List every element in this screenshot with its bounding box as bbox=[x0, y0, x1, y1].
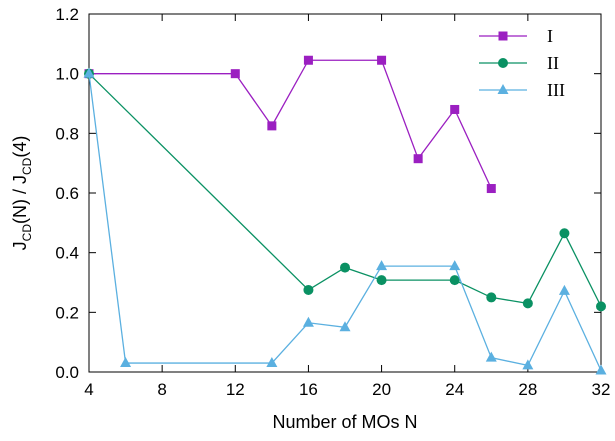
data-point bbox=[450, 104, 460, 114]
series-III bbox=[83, 67, 607, 375]
legend-marker bbox=[497, 84, 509, 94]
data-point bbox=[413, 154, 423, 164]
y-title-main: J bbox=[10, 241, 30, 250]
y-title-mid: (N) / J bbox=[10, 175, 30, 224]
y-tick-label: 0.2 bbox=[55, 303, 79, 322]
y-tick-label: 0.6 bbox=[55, 184, 79, 203]
data-point bbox=[486, 184, 496, 194]
y-title-sub2: CD bbox=[20, 157, 34, 175]
data-point bbox=[267, 121, 277, 131]
axis-ticks bbox=[88, 13, 602, 373]
data-point bbox=[558, 284, 570, 295]
legend-label: III bbox=[547, 80, 565, 100]
data-point bbox=[302, 316, 314, 327]
data-point bbox=[376, 260, 388, 271]
data-point bbox=[486, 292, 497, 303]
series-II bbox=[84, 68, 606, 312]
data-point bbox=[449, 275, 460, 286]
y-tick-label: 0.4 bbox=[55, 244, 79, 263]
data-point bbox=[559, 228, 570, 239]
data-point bbox=[596, 301, 606, 312]
data-point bbox=[266, 357, 278, 368]
legend-label: I bbox=[547, 26, 553, 46]
data-point bbox=[303, 55, 313, 65]
data-point bbox=[522, 359, 534, 370]
data-point bbox=[120, 357, 132, 368]
data-point bbox=[303, 284, 314, 295]
x-tick-label: 16 bbox=[299, 380, 318, 399]
y-tick-label: 0.8 bbox=[55, 124, 79, 143]
data-point bbox=[595, 364, 607, 375]
data-point bbox=[377, 55, 387, 65]
legend-label: II bbox=[547, 53, 559, 73]
data-point bbox=[230, 69, 240, 79]
data-point bbox=[449, 260, 461, 271]
data-point bbox=[339, 321, 351, 332]
tick-labels: 4 8 12 16 20 24 28 32 0.0 0.2 0.4 0.6 0.8 1.0 1.2 bbox=[55, 5, 610, 399]
x-tick-label: 32 bbox=[592, 380, 611, 399]
series-I bbox=[84, 55, 496, 194]
series-line bbox=[89, 59, 492, 189]
data-point bbox=[376, 275, 387, 286]
data-point bbox=[340, 262, 350, 273]
legend-marker bbox=[498, 58, 508, 68]
y-title-sub1: CD bbox=[20, 224, 34, 242]
x-tick-label: 24 bbox=[445, 380, 464, 399]
x-axis-title: Number of MOs N bbox=[272, 412, 417, 432]
plot-frame bbox=[88, 13, 602, 373]
x-tick-label: 12 bbox=[226, 380, 245, 399]
data-point bbox=[83, 67, 95, 78]
y-title-end: (4) bbox=[10, 136, 30, 158]
x-tick-label: 20 bbox=[372, 380, 391, 399]
x-tick-label: 4 bbox=[84, 380, 93, 399]
legend-marker bbox=[498, 31, 508, 41]
y-axis-title: JCD(N) / JCD(4) bbox=[10, 136, 34, 251]
y-tick-label: 1.0 bbox=[55, 65, 79, 84]
data-point bbox=[522, 298, 533, 309]
y-tick-label: 1.2 bbox=[55, 5, 79, 24]
data-point bbox=[485, 351, 497, 362]
y-tick-label: 0.0 bbox=[55, 363, 79, 382]
x-tick-label: 28 bbox=[518, 380, 537, 399]
series-layer bbox=[83, 55, 607, 375]
x-tick-label: 8 bbox=[157, 380, 166, 399]
